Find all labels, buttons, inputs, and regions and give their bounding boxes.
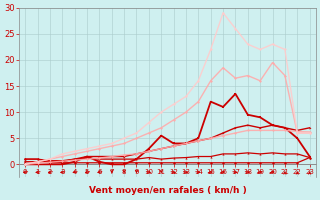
X-axis label: Vent moyen/en rafales ( km/h ): Vent moyen/en rafales ( km/h ) <box>89 186 246 195</box>
